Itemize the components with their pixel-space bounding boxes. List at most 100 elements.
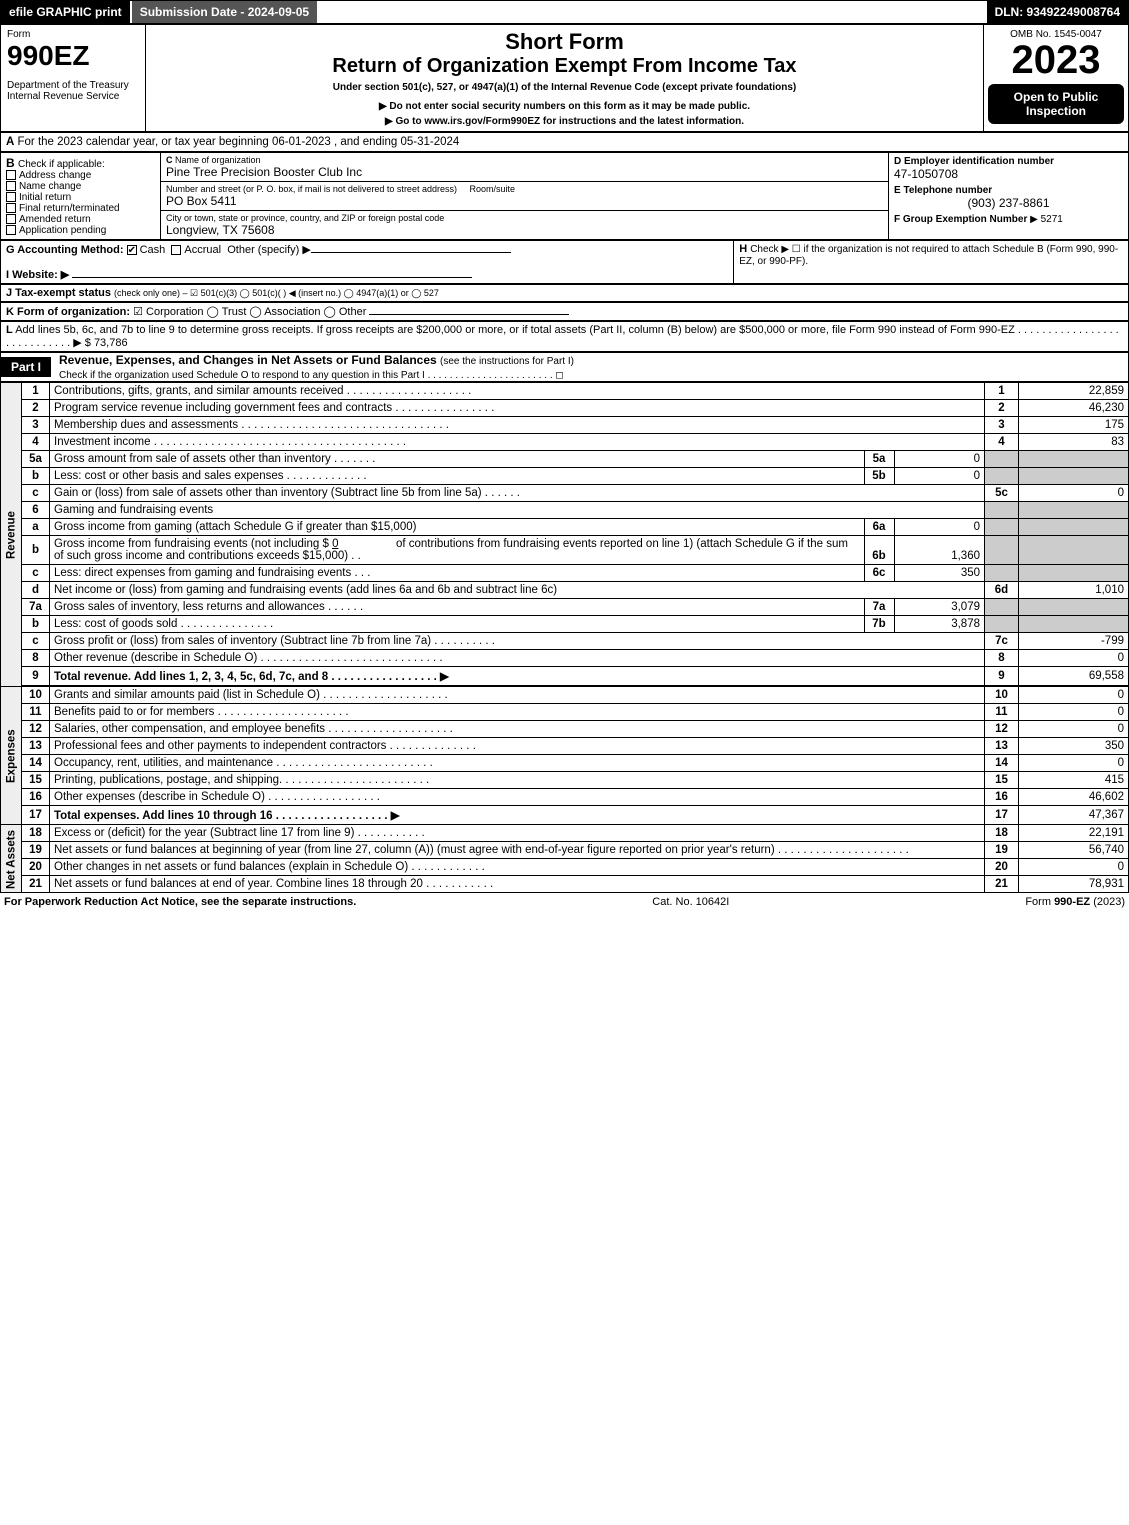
l-value: 73,786 (94, 337, 128, 349)
header-note-goto[interactable]: ▶ Go to www.irs.gov/Form990EZ for instru… (150, 116, 979, 127)
netassets-vlabel: Net Assets (1, 825, 22, 893)
line-6d-amt: 1,010 (1019, 582, 1129, 599)
line-6b-amt: 1,360 (894, 536, 984, 564)
line-14-amt: 0 (1019, 755, 1129, 772)
line-5a-text: Gross amount from sale of assets other t… (50, 451, 864, 467)
line-9-amt: 69,558 (1019, 667, 1129, 686)
b-opt-final[interactable]: Final return/terminated (6, 203, 155, 214)
part1-header: Part I Revenue, Expenses, and Changes in… (1, 353, 1128, 381)
line-13-amt: 350 (1019, 738, 1129, 755)
line-6a-text: Gross income from gaming (attach Schedul… (50, 519, 864, 535)
street-label: Number and street (or P. O. box, if mail… (166, 184, 457, 194)
line-6d-text: Net income or (loss) from gaming and fun… (50, 582, 985, 599)
phone-value: (903) 237-8861 (894, 196, 1123, 210)
line-18-text: Excess or (deficit) for the year (Subtra… (50, 825, 985, 842)
gh-row: G Accounting Method: Cash Accrual Other … (0, 240, 1129, 284)
line-3: 3 Membership dues and assessments . . . … (1, 417, 1129, 434)
line-6c: c Less: direct expenses from gaming and … (1, 565, 1129, 582)
k-text: ☑ Corporation ◯ Trust ◯ Association ◯ Ot… (133, 306, 366, 318)
line-5b-amt: 0 (894, 468, 984, 484)
k-label: K Form of organization: (6, 306, 130, 318)
f-label: F Group Exemption Number (894, 214, 1027, 225)
footer-right: Form Form 990-EZ (2023)990-EZ (2023) (1025, 896, 1125, 908)
line-4: 4 Investment income . . . . . . . . . . … (1, 434, 1129, 451)
part1-note: (see the instructions for Part I) (440, 356, 574, 367)
page-footer: For Paperwork Reduction Act Notice, see … (0, 893, 1129, 911)
footer-left: For Paperwork Reduction Act Notice, see … (4, 896, 356, 908)
line-16-text: Other expenses (describe in Schedule O) … (50, 789, 985, 806)
line-2-text: Program service revenue including govern… (50, 400, 985, 417)
part1-tag: Part I (1, 357, 51, 377)
return-title: Return of Organization Exempt From Incom… (150, 55, 979, 78)
h-text: Check ▶ ☐ if the organization is not req… (739, 244, 1118, 267)
dept-treasury: Department of the Treasury Internal Reve… (7, 80, 139, 102)
line-5b: b Less: cost or other basis and sales ex… (1, 468, 1129, 485)
website-blank[interactable] (72, 277, 472, 278)
line-1-amt: 22,859 (1019, 383, 1129, 400)
g-accrual-check[interactable] (171, 245, 181, 255)
line-8-text: Other revenue (describe in Schedule O) .… (50, 650, 985, 667)
line-6a-amt: 0 (894, 519, 984, 535)
b-opt-pending[interactable]: Application pending (6, 225, 155, 236)
tax-year: 2023 (988, 40, 1124, 80)
open-to-public: Open to Public Inspection (988, 84, 1124, 124)
line-6-text: Gaming and fundraising events (50, 502, 985, 519)
line-7b: b Less: cost of goods sold . . . . . . .… (1, 616, 1129, 633)
line-5c: c Gain or (loss) from sale of assets oth… (1, 485, 1129, 502)
line-15-amt: 415 (1019, 772, 1129, 789)
k-blank[interactable] (369, 314, 569, 315)
line-8-amt: 0 (1019, 650, 1129, 667)
line-20-amt: 0 (1019, 859, 1129, 876)
line-13-text: Professional fees and other payments to … (50, 738, 985, 755)
l-text: Add lines 5b, 6c, and 7b to line 9 to de… (6, 324, 1119, 349)
line-21-amt: 78,931 (1019, 876, 1129, 893)
line-6c-amt: 350 (894, 565, 984, 581)
line-7c: c Gross profit or (loss) from sales of i… (1, 633, 1129, 650)
city-label: City or town, state or province, country… (166, 213, 883, 223)
short-form-title: Short Form (150, 29, 979, 55)
line-2: 2 Program service revenue including gove… (1, 400, 1129, 417)
lines-table: Revenue 1 Contributions, gifts, grants, … (0, 382, 1129, 893)
line-7a-text: Gross sales of inventory, less returns a… (50, 599, 864, 615)
j-label: J Tax-exempt status (6, 287, 111, 299)
line-16-amt: 46,602 (1019, 789, 1129, 806)
line-17-text: Total expenses. Add lines 10 through 16 … (50, 806, 985, 825)
line-11-text: Benefits paid to or for members . . . . … (50, 704, 985, 721)
line-15-text: Printing, publications, postage, and shi… (50, 772, 985, 789)
b-opt-initial[interactable]: Initial return (6, 192, 155, 203)
org-name: Pine Tree Precision Booster Club Inc (166, 165, 883, 179)
line-12-amt: 0 (1019, 721, 1129, 738)
city-value: Longview, TX 75608 (166, 223, 883, 237)
b-opt-address[interactable]: Address change (6, 170, 155, 181)
submission-date: Submission Date - 2024-09-05 (130, 1, 317, 23)
line-7a-amt: 3,079 (894, 599, 984, 615)
line-10-amt: 0 (1019, 687, 1129, 704)
g-other-blank[interactable] (311, 252, 511, 253)
top-bar: efile GRAPHIC print Submission Date - 20… (0, 0, 1129, 24)
i-label: I Website: ▶ (6, 269, 69, 281)
efile-label[interactable]: efile GRAPHIC print (1, 1, 130, 23)
line-21-text: Net assets or fund balances at end of ye… (50, 876, 985, 893)
line-6: 6 Gaming and fundraising events (1, 502, 1129, 519)
line-1-text: Contributions, gifts, grants, and simila… (50, 383, 985, 400)
a-label: A (6, 136, 14, 148)
e-label: E Telephone number (894, 185, 1123, 196)
line-7c-amt: -799 (1019, 633, 1129, 650)
line-20-text: Other changes in net assets or fund bala… (50, 859, 985, 876)
line-6b-text: Gross income from fundraising events (no… (50, 536, 864, 564)
line-7b-amt: 3,878 (894, 616, 984, 632)
arrow-icon: ▶ (1030, 214, 1038, 225)
row-a: A For the 2023 calendar year, or tax yea… (0, 132, 1129, 152)
c-name-label: Name of organization (175, 155, 261, 165)
line-5a-amt: 0 (894, 451, 984, 467)
group-exemption: 5271 (1041, 214, 1063, 225)
line-18-amt: 22,191 (1019, 825, 1129, 842)
g-cash-check[interactable] (127, 245, 137, 255)
b-opt-name[interactable]: Name change (6, 181, 155, 192)
b-opt-amended[interactable]: Amended return (6, 214, 155, 225)
line-19-amt: 56,740 (1019, 842, 1129, 859)
topbar-spacer (317, 1, 986, 23)
line-4-text: Investment income . . . . . . . . . . . … (50, 434, 985, 451)
line-5c-text: Gain or (loss) from sale of assets other… (50, 485, 985, 502)
room-label: Room/suite (469, 184, 515, 194)
